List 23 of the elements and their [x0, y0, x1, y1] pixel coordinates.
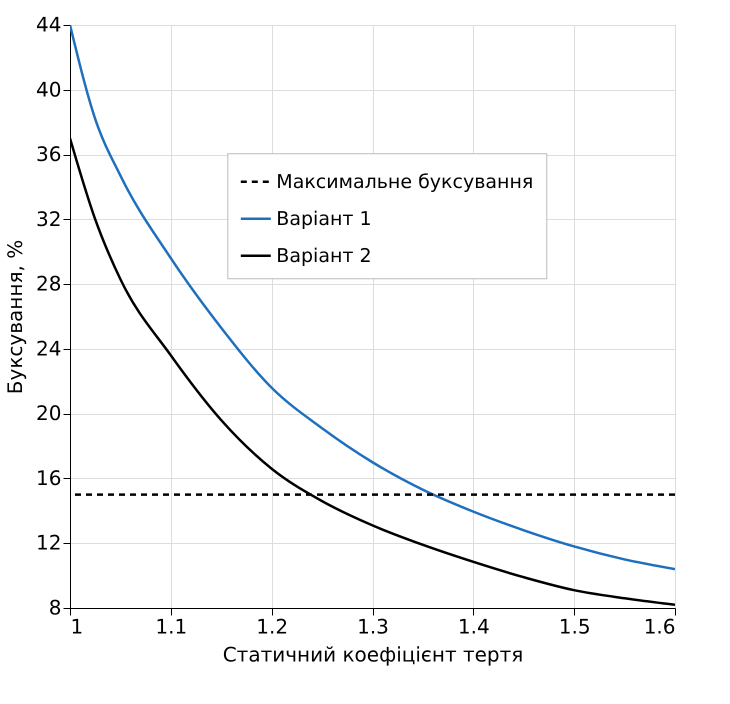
- x-tick-label: 1.4: [458, 614, 490, 638]
- x-axis-title: Статичний коефіцієнт тертя: [222, 642, 524, 666]
- x-tick-label: 1.5: [558, 614, 591, 638]
- y-tick-label: 44: [36, 12, 62, 36]
- y-tick-label: 20: [36, 401, 62, 426]
- x-tick-label: 1.3: [357, 614, 389, 638]
- y-tick-label: 28: [36, 272, 62, 296]
- y-tick-label: 12: [36, 530, 62, 555]
- x-tick-label: 1.6: [644, 614, 676, 638]
- y-axis-title: Буксування, %: [3, 240, 28, 394]
- legend-label: Варіант 2: [276, 244, 372, 267]
- y-tick-label: 36: [36, 142, 62, 166]
- y-tick-label: 8: [48, 596, 62, 620]
- y-tick-label: 32: [36, 206, 62, 231]
- x-tick-label: 1.2: [256, 614, 288, 638]
- y-tick-label: 16: [36, 466, 62, 490]
- line-series: [70, 25, 675, 570]
- x-tick-label: 1.1: [155, 614, 188, 638]
- legend-label: Варіант 1: [276, 208, 372, 230]
- legend-label: Максимальне буксування: [276, 170, 534, 193]
- y-tick-label: 40: [36, 77, 62, 102]
- y-tick-label: 24: [36, 336, 62, 360]
- x-tick-label: 1: [70, 614, 84, 638]
